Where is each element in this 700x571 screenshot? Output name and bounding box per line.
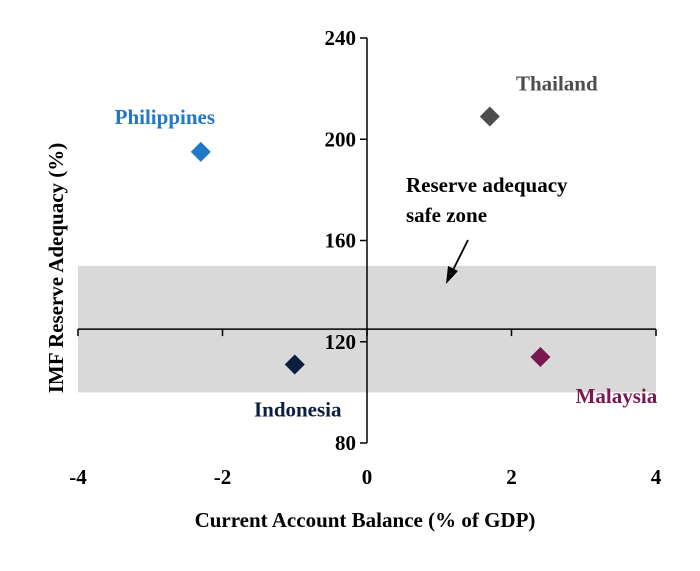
safe-zone-arrow-head — [446, 266, 458, 284]
safe-zone-label-line1: Reserve adequacy — [406, 173, 568, 197]
point-label-philippines: Philippines — [115, 105, 215, 129]
x-ticks: -4 -2 0 2 4 — [69, 329, 662, 489]
point-label-malaysia: Malaysia — [576, 384, 658, 408]
y-tick-label: 240 — [325, 26, 357, 50]
x-tick-label: -2 — [214, 465, 232, 489]
y-axis-title: IMF Reserve Adequacy (%) — [44, 143, 68, 394]
x-axis-title: Current Account Balance (% of GDP) — [195, 508, 536, 532]
x-tick-label: 2 — [506, 465, 517, 489]
data-points: Philippines Thailand Indonesia Malaysia — [115, 71, 658, 421]
y-tick-label: 200 — [325, 127, 357, 151]
point-label-thailand: Thailand — [516, 71, 598, 95]
point-malaysia — [530, 346, 551, 367]
y-ticks: 80 120 160 200 240 — [325, 26, 367, 455]
safe-zone-label-line2: safe zone — [406, 203, 487, 227]
y-tick-label: 120 — [325, 330, 357, 354]
point-thailand — [479, 106, 500, 127]
y-tick-label: 80 — [335, 431, 356, 455]
point-philippines — [190, 141, 211, 162]
y-tick-label: 160 — [325, 229, 357, 253]
point-label-indonesia: Indonesia — [254, 398, 342, 422]
x-tick-label: 0 — [362, 465, 373, 489]
x-tick-label: 4 — [651, 465, 662, 489]
safe-zone-arrow-line — [451, 239, 469, 273]
x-tick-label: -4 — [69, 465, 87, 489]
point-indonesia — [284, 354, 305, 375]
